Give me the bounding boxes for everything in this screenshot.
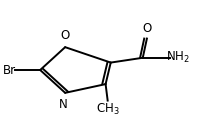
Text: O: O [142,22,152,35]
Text: CH$_3$: CH$_3$ [96,102,119,117]
Text: NH$_2$: NH$_2$ [166,50,189,65]
Text: O: O [60,29,70,42]
Text: Br: Br [3,64,16,76]
Text: N: N [59,98,67,111]
